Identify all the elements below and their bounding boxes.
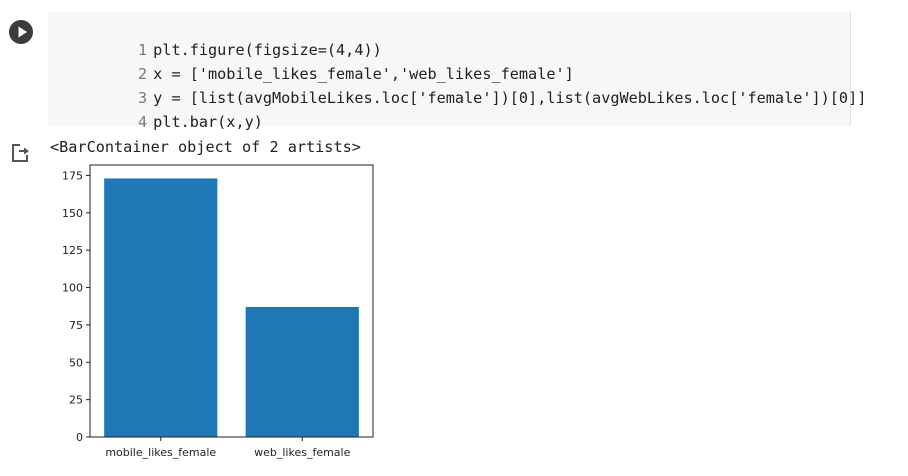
line-number: 2 xyxy=(138,65,148,83)
code-line: 2 x = ['mobile_likes_female','web_likes_f… xyxy=(48,41,574,83)
x-tick-label: web_likes_female xyxy=(254,446,350,459)
cell-output: <BarContainer object of 2 artists> 0 25 50… xyxy=(0,132,908,476)
x-tick-label: mobile_likes_female xyxy=(105,446,216,459)
y-tick-label: 175 xyxy=(62,169,83,182)
bar-mobile_likes_female xyxy=(104,178,218,437)
code-editor[interactable]: 1 plt.figure(figsize=(4,4)) 2 x = ['mobile… xyxy=(48,12,866,131)
code-text: plt.figure(figsize=(4,4)) xyxy=(153,41,382,59)
output-redirect-icon[interactable] xyxy=(10,142,32,164)
play-icon xyxy=(18,26,27,38)
code-text: plt.bar(x,y) xyxy=(153,113,263,131)
line-number: 4 xyxy=(138,113,148,131)
run-cell-button[interactable] xyxy=(9,20,33,44)
bar-chart: 0 25 50 75 100 125 150 175 mobile_likes_female w… xyxy=(62,164,374,459)
y-axis-ticks: 0 25 50 75 100 125 150 175 xyxy=(62,169,90,444)
y-tick-label: 50 xyxy=(69,356,83,369)
y-tick-label: 75 xyxy=(69,319,83,332)
y-tick-label: 100 xyxy=(62,282,83,295)
code-line: 4 plt.bar(x,y) xyxy=(48,89,263,131)
bar-web_likes_female xyxy=(245,306,359,437)
bars xyxy=(104,178,359,437)
line-number: 1 xyxy=(138,41,148,59)
code-text: x = ['mobile_likes_female','web_likes_fe… xyxy=(153,65,574,83)
y-tick-label: 150 xyxy=(62,207,83,220)
y-tick-label: 125 xyxy=(62,244,83,257)
output-text: <BarContainer object of 2 artists> xyxy=(50,138,361,156)
y-tick-label: 0 xyxy=(76,431,83,444)
plot-frame xyxy=(89,164,374,438)
x-axis-ticks: mobile_likes_female web_likes_female xyxy=(105,437,351,459)
line-number: 3 xyxy=(138,89,148,107)
y-tick-label: 25 xyxy=(69,394,83,407)
code-line: 3 y = [list(avgMobileLikes.loc['female'])… xyxy=(48,65,866,107)
code-text: y = [list(avgMobileLikes.loc['female'])[… xyxy=(153,89,867,107)
code-cell[interactable]: 1 plt.figure(figsize=(4,4)) 2 x = ['mobile… xyxy=(0,0,908,131)
code-line: 1 plt.figure(figsize=(4,4)) xyxy=(48,17,382,59)
